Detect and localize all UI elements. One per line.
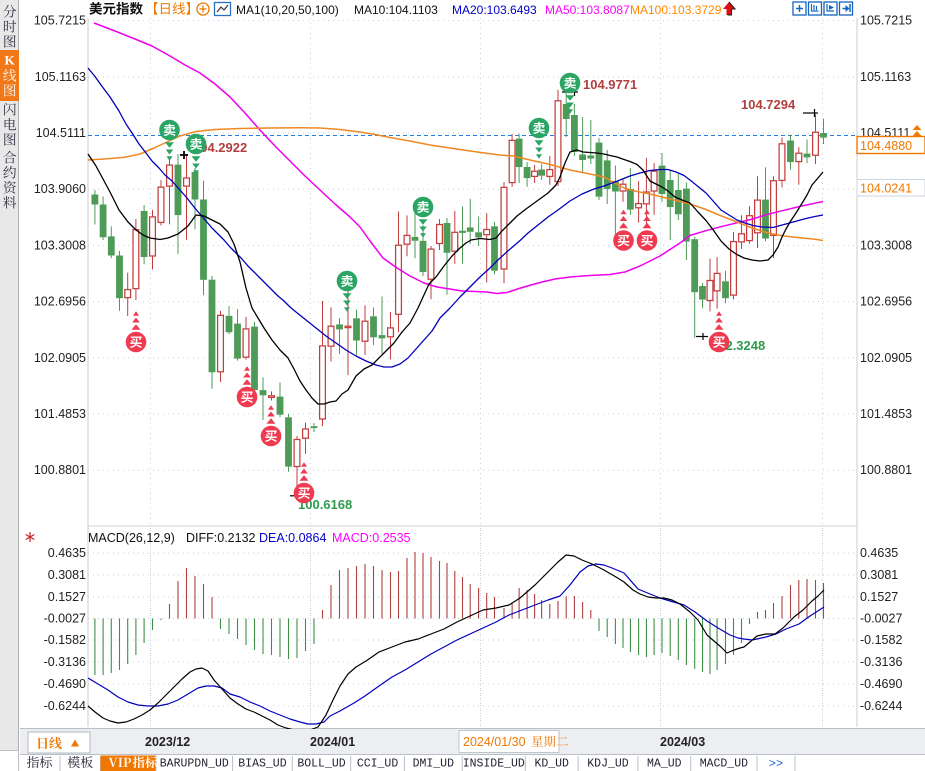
svg-text:MA1(10,20,50,100): MA1(10,20,50,100): [236, 3, 339, 17]
svg-text:104.4880: 104.4880: [860, 139, 912, 153]
svg-text:103.3008: 103.3008: [34, 238, 86, 252]
svg-text:MA100:103.3729: MA100:103.3729: [630, 3, 722, 17]
svg-text:MA10:104.1103: MA10:104.1103: [354, 3, 438, 17]
svg-text:DMI_UD: DMI_UD: [413, 758, 455, 771]
svg-text:MA50:103.8087: MA50:103.8087: [545, 3, 630, 17]
svg-text:-0.6244: -0.6244: [44, 699, 86, 713]
svg-text:-0.3136: -0.3136: [44, 655, 86, 669]
svg-text:2024/01/30: 2024/01/30: [463, 735, 526, 749]
svg-text:>>: >>: [769, 757, 783, 771]
svg-text:100.8801: 100.8801: [860, 463, 912, 477]
svg-text:KDJ_UD: KDJ_UD: [587, 758, 629, 771]
svg-text:DEA:0.0864: DEA:0.0864: [259, 531, 326, 545]
svg-text:0.1527: 0.1527: [48, 590, 86, 604]
svg-text:0.3081: 0.3081: [860, 568, 898, 582]
svg-text:100.8801: 100.8801: [34, 463, 86, 477]
svg-text:BIAS_UD: BIAS_UD: [238, 758, 286, 771]
svg-text:MA_UD: MA_UD: [647, 758, 682, 771]
svg-text:MACD(26,12,9): MACD(26,12,9): [88, 531, 175, 545]
svg-text:DIFF:0.2132: DIFF:0.2132: [186, 531, 256, 545]
svg-text:103.9060: 103.9060: [34, 182, 86, 196]
svg-text:104.9771: 104.9771: [583, 77, 637, 92]
svg-text:-0.1582: -0.1582: [860, 633, 902, 647]
svg-text:-0.4690: -0.4690: [44, 677, 86, 691]
svg-text:INSIDE_UD: INSIDE_UD: [463, 758, 525, 771]
svg-text:0.3081: 0.3081: [48, 568, 86, 582]
svg-text:102.0905: 102.0905: [34, 351, 86, 365]
svg-text:102.6956: 102.6956: [860, 295, 912, 309]
svg-text:101.4853: 101.4853: [34, 407, 86, 421]
svg-text:MACD:0.2535: MACD:0.2535: [332, 531, 411, 545]
svg-text:104.7294: 104.7294: [741, 97, 796, 112]
svg-text:K: K: [4, 53, 15, 68]
svg-text:101.4853: 101.4853: [860, 407, 912, 421]
svg-text:102.6956: 102.6956: [34, 295, 86, 309]
svg-text:BOLL_UD: BOLL_UD: [297, 758, 345, 771]
svg-text:104.5111: 104.5111: [36, 126, 86, 140]
svg-text:103.3008: 103.3008: [860, 238, 912, 252]
svg-text:MACD_UD: MACD_UD: [700, 758, 748, 771]
svg-text:0.1527: 0.1527: [860, 590, 898, 604]
svg-text:105.7215: 105.7215: [860, 14, 912, 28]
svg-text:2024/01: 2024/01: [310, 735, 355, 749]
svg-text:-0.1582: -0.1582: [44, 633, 86, 647]
svg-text:MA20:103.6493: MA20:103.6493: [452, 3, 537, 17]
svg-text:2024/03: 2024/03: [660, 735, 705, 749]
svg-text:105.1163: 105.1163: [35, 70, 86, 84]
svg-text:BARUPDN_UD: BARUPDN_UD: [160, 758, 229, 771]
svg-text:0.4635: 0.4635: [860, 546, 898, 560]
svg-text:CCI_UD: CCI_UD: [357, 758, 399, 771]
svg-text:104.0241: 104.0241: [860, 182, 912, 196]
svg-text:0.4635: 0.4635: [48, 546, 86, 560]
svg-text:-0.6244: -0.6244: [860, 699, 902, 713]
svg-text:105.1163: 105.1163: [860, 70, 911, 84]
svg-text:KD_UD: KD_UD: [534, 758, 569, 771]
svg-text:104.2922: 104.2922: [193, 140, 247, 155]
svg-text:-0.4690: -0.4690: [860, 677, 902, 691]
svg-text:100.6168: 100.6168: [298, 497, 352, 512]
svg-text:102.0905: 102.0905: [860, 351, 912, 365]
svg-text:105.7215: 105.7215: [34, 14, 86, 28]
svg-text:-0.0027: -0.0027: [860, 612, 902, 626]
svg-text:-0.0027: -0.0027: [44, 612, 86, 626]
svg-text:2023/12: 2023/12: [145, 735, 190, 749]
svg-text:-0.3136: -0.3136: [860, 655, 902, 669]
